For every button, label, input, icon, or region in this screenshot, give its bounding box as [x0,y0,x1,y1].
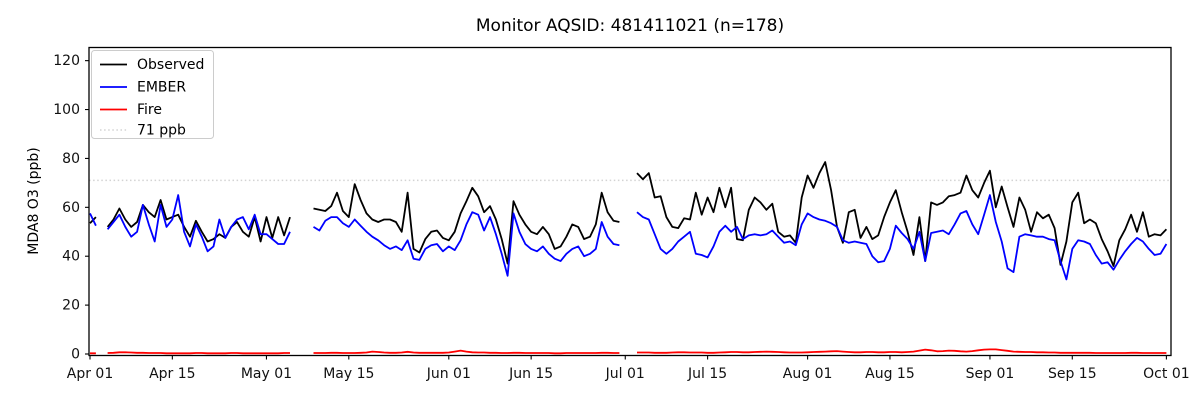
x-tick-label: Jul 01 [605,366,645,382]
legend-item-ember: EMBER [100,80,186,96]
x-tick-label: Jun 15 [508,366,553,382]
y-tick-label: 40 [62,249,80,265]
legend-label-ember: EMBER [137,80,186,96]
plot-frame [88,46,1172,357]
x-tick-label: Jun 01 [426,366,471,382]
y-tick-label: 60 [62,200,80,216]
legend-item-threshold: 71 ppb [100,123,186,139]
x-tick-label: Aug 01 [783,366,833,382]
x-tick-label: Sep 15 [1048,366,1097,382]
series-observed-line [89,161,1168,267]
y-tick-label: 80 [62,151,80,167]
x-tick-label: May 01 [241,366,292,382]
x-tick-label: May 15 [323,366,374,382]
x-tick-label: Apr 01 [67,366,113,382]
legend-label-fire: Fire [137,102,162,118]
legend: Observed EMBER Fire 71 ppb [91,50,214,139]
x-tick-label: Apr 15 [149,366,195,382]
y-tick-label: 120 [53,53,80,69]
y-tick-label: 0 [71,347,80,363]
legend-label-threshold: 71 ppb [137,123,186,139]
legend-item-fire: Fire [100,102,162,118]
x-tick-label: Oct 01 [1143,366,1189,382]
plot-area: Apr 01 Apr 15 May 01 May 15 Jun 01 Jun 15 Jul … [53,46,1190,382]
y-tick-label: 20 [62,298,80,314]
legend-box [91,50,214,139]
y-axis-label: MDA8 O3 (ppb) [26,147,42,255]
series-fire-line [90,348,1167,355]
y-tick-label: 100 [53,102,80,118]
series-ember-line [89,194,1168,281]
legend-item-observed: Observed [100,57,204,73]
legend-label-observed: Observed [137,57,204,73]
chart-title: Monitor AQSID: 481411021 (n=178) [476,16,784,36]
x-tick-label: Sep 01 [966,366,1015,382]
x-tick-label: Aug 15 [865,366,915,382]
x-tick-label: Jul 15 [687,366,727,382]
